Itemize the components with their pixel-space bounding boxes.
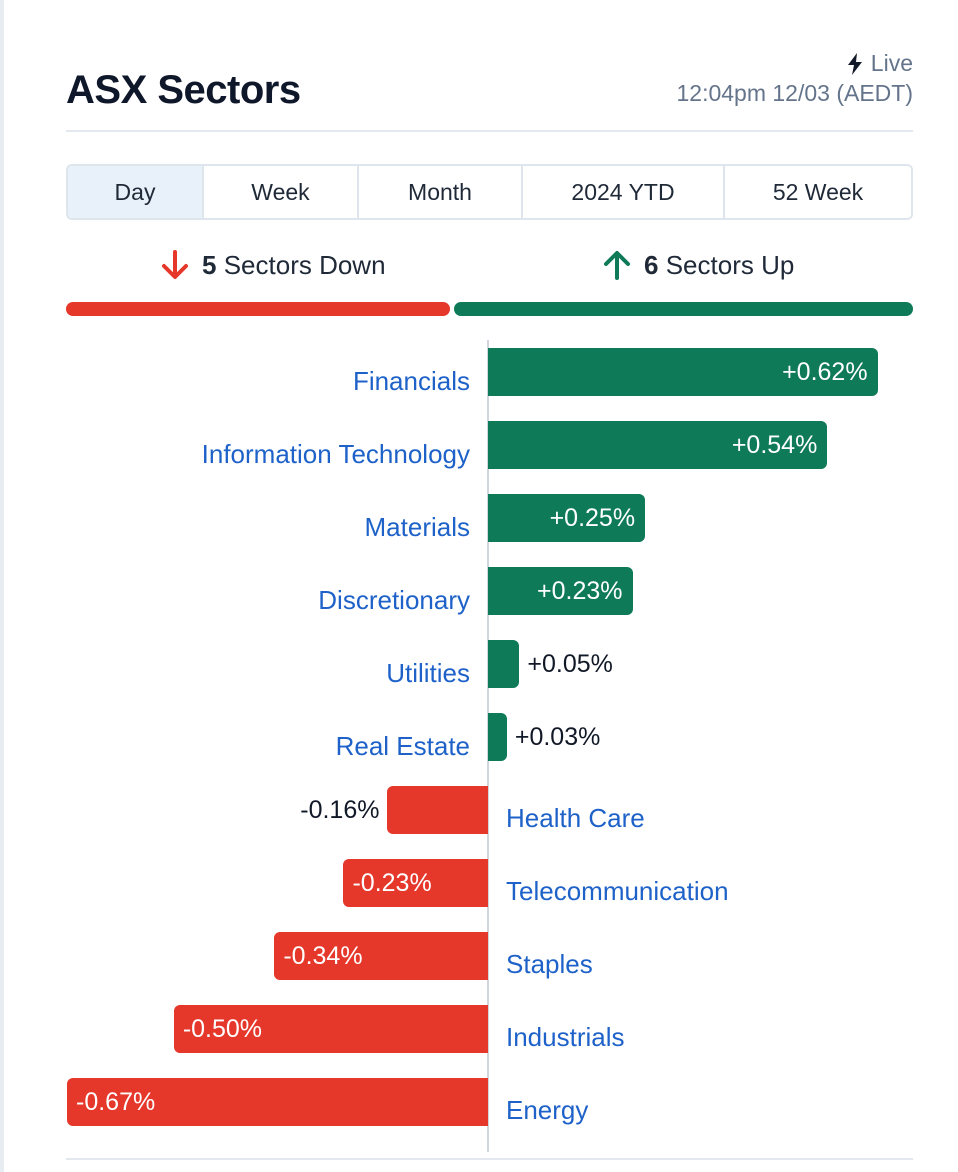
value-label-health-care: -0.16% (300, 796, 380, 824)
tab-month[interactable]: Month (359, 166, 523, 218)
sector-row-health-care: -0.16% Health Care (0, 786, 958, 834)
live-label: Live (870, 50, 913, 76)
value-label-staples: -0.34% (283, 941, 363, 970)
bar-health-care (387, 786, 488, 834)
value-label-real-estate: +0.03% (514, 723, 601, 751)
sector-row-real-estate: +0.03% Real Estate (0, 713, 958, 761)
sector-link-materials[interactable]: Materials (364, 512, 470, 542)
sector-row-utilities: +0.05% Utilities (0, 640, 958, 688)
tab-2024-ytd[interactable]: 2024 YTD (523, 166, 725, 218)
sector-link-information-technology[interactable]: Information Technology (201, 439, 470, 469)
sector-link-real-estate[interactable]: Real Estate (335, 731, 470, 761)
page-title: ASX Sectors (66, 68, 301, 112)
value-label-financials: +0.62% (782, 357, 868, 386)
lightning-icon (847, 52, 863, 75)
sector-link-industrials[interactable]: Industrials (506, 1022, 625, 1052)
bar-discretionary: +0.23% (488, 567, 633, 615)
down-ratio-bar (66, 302, 450, 316)
sector-link-telecommunication[interactable]: Telecommunication (506, 876, 729, 906)
up-count: 6 (644, 249, 659, 280)
value-label-information-technology: +0.54% (731, 430, 818, 459)
sector-row-financials: +0.62% Financials (0, 348, 958, 396)
panel-left-border (0, 0, 4, 1172)
widget-header: ASX Sectors Live 12:04pm 12/03 (AEDT) (66, 46, 913, 132)
sectors-down-summary: 5 Sectors Down (158, 248, 386, 282)
bar-utilities (488, 640, 520, 688)
down-count: 5 (202, 249, 217, 280)
sector-row-discretionary: +0.23% Discretionary (0, 567, 958, 615)
bar-financials: +0.62% (488, 348, 878, 396)
sector-link-utilities[interactable]: Utilities (386, 658, 470, 688)
sector-row-staples: -0.34% Staples (0, 932, 958, 980)
bar-information-technology: +0.54% (488, 421, 828, 469)
tab-day[interactable]: Day (68, 166, 204, 218)
bar-telecommunication: -0.23% (343, 859, 488, 907)
value-label-materials: +0.25% (549, 503, 636, 532)
arrow-up-icon (600, 248, 634, 282)
bar-industrials: -0.50% (173, 1005, 488, 1053)
sector-link-staples[interactable]: Staples (506, 949, 593, 979)
tab-week[interactable]: Week (204, 166, 359, 218)
value-label-discretionary: +0.23% (537, 576, 623, 605)
arrow-down-icon (158, 248, 192, 282)
sector-row-materials: +0.25% Materials (0, 494, 958, 542)
sectors-up-summary: 6 Sectors Up (600, 248, 794, 282)
sector-link-energy[interactable]: Energy (506, 1095, 589, 1125)
sector-link-financials[interactable]: Financials (352, 366, 470, 396)
sector-row-telecommunication: -0.23% Telecommunication (0, 859, 958, 907)
up-ratio-bar (454, 302, 913, 316)
value-label-industrials: -0.50% (182, 1014, 263, 1043)
timestamp: 12:04pm 12/03 (AEDT) (676, 80, 913, 106)
value-label-energy: -0.67% (76, 1087, 156, 1116)
up-label: Sectors Up (665, 249, 795, 280)
bar-staples: -0.34% (274, 932, 488, 980)
sector-row-industrials: -0.50% Industrials (0, 1005, 958, 1053)
down-label: Sectors Down (223, 249, 386, 280)
live-indicator: Live (847, 50, 913, 77)
sector-link-health-care[interactable]: Health Care (506, 803, 645, 833)
period-tabs: Day Week Month 2024 YTD 52 Week (66, 164, 913, 220)
bar-real-estate (488, 713, 507, 761)
footer-divider (66, 1158, 913, 1160)
sector-row-energy: -0.67% Energy (0, 1078, 958, 1126)
bar-materials: +0.25% (488, 494, 646, 542)
value-label-utilities: +0.05% (527, 650, 613, 678)
sector-row-information-technology: +0.54% Information Technology (0, 421, 958, 469)
sector-link-discretionary[interactable]: Discretionary (318, 585, 470, 615)
value-label-telecommunication: -0.23% (352, 868, 432, 897)
tab-52-week[interactable]: 52 Week (725, 166, 911, 218)
bar-energy: -0.67% (67, 1078, 488, 1126)
